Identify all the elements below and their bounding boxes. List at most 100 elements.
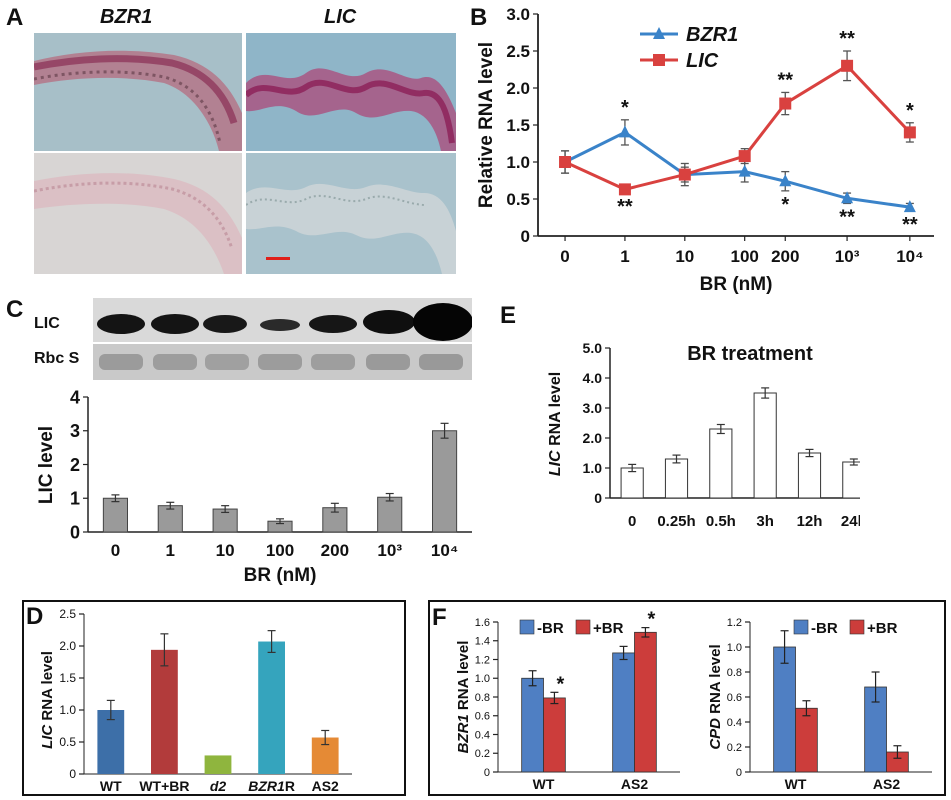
x-tick-label: d2 bbox=[210, 778, 227, 794]
y-tick-label: 2.5 bbox=[59, 607, 76, 621]
significance-mark: * bbox=[906, 100, 914, 122]
significance-mark: * bbox=[781, 194, 789, 216]
bar bbox=[204, 755, 232, 774]
western-blot-lic bbox=[93, 298, 473, 342]
legend-swatch bbox=[793, 619, 809, 635]
legend-swatch bbox=[849, 619, 865, 635]
chart-b-relative-rna-line: 0 0.5 1.0 1.5 2.0 2.5 3.0 0 1 10 100 200 10³ 10⁴ Relat… bbox=[476, 5, 934, 295]
x-tick-label: 10 bbox=[675, 247, 694, 266]
chart-d-lic-rna-bar: 0 0.5 1.0 1.5 2.0 2.5 WT WT+BR d2 BZR1R AS2 LIC RNA… bbox=[39, 607, 352, 794]
y-tick-label: 1.4 bbox=[475, 636, 490, 648]
legend-swatch bbox=[519, 619, 535, 635]
significance-mark: * bbox=[648, 609, 656, 631]
significance-mark: ** bbox=[902, 214, 918, 236]
y-tick-label: 1.2 bbox=[475, 654, 490, 666]
bar bbox=[753, 392, 777, 499]
y-tick-label: 3.0 bbox=[583, 400, 603, 416]
y-axis-label: LIC RNA level bbox=[547, 372, 564, 476]
x-axis-label: BR (nM) bbox=[244, 565, 317, 586]
y-tick-label: 0.8 bbox=[475, 692, 490, 704]
chart-f-bzr1-rna-bar: 0 0.2 0.4 0.6 0.8 1.0 1.2 1.4 1.6 * WT * AS2 BZR1 RNA… bbox=[455, 609, 680, 792]
scale-bar bbox=[266, 257, 290, 260]
y-tick-label: 5.0 bbox=[583, 340, 603, 356]
blot-label-lic: LIC bbox=[34, 315, 60, 332]
legend-swatch bbox=[575, 619, 591, 635]
y-tick-label: 2.0 bbox=[59, 639, 76, 653]
panel-label-c: C bbox=[6, 296, 24, 323]
x-axis-label: BR (nM) bbox=[700, 274, 773, 295]
data-point-bzr1 bbox=[618, 125, 631, 138]
legend-label: -BR bbox=[811, 620, 838, 637]
x-tick-label: WT bbox=[100, 778, 122, 794]
x-tick-label: 100 bbox=[731, 247, 759, 266]
data-point-bzr1 bbox=[779, 174, 792, 187]
y-tick-label: 1.5 bbox=[506, 116, 530, 135]
panel-a-title-bzr1: BZR1 bbox=[100, 6, 153, 28]
y-tick-label: 3 bbox=[70, 421, 80, 441]
y-tick-label: 1.6 bbox=[475, 617, 490, 629]
x-tick-label: 0 bbox=[560, 247, 569, 266]
data-point-lic bbox=[903, 126, 916, 139]
data-point-lic bbox=[738, 150, 751, 163]
x-tick-label: 10 bbox=[216, 541, 235, 560]
x-tick-label: WT bbox=[533, 776, 555, 792]
y-tick-label: 0 bbox=[521, 227, 530, 246]
chart-f-cpd-rna-bar: 0 0.2 0.4 0.6 0.8 1.0 1.2 WT AS2 CPD RNA level -BR… bbox=[707, 617, 932, 792]
x-tick-label: 0.5h bbox=[706, 513, 736, 530]
western-blot-rbcs bbox=[93, 344, 472, 380]
panel-f-frame bbox=[428, 600, 946, 796]
y-tick-label: 0 bbox=[484, 767, 490, 779]
legend-label: LIC bbox=[686, 50, 719, 72]
y-tick-label: 0.5 bbox=[506, 190, 530, 209]
data-point-bzr1 bbox=[738, 164, 751, 177]
bar bbox=[797, 452, 822, 499]
bar bbox=[157, 505, 183, 533]
y-tick-label: 0 bbox=[594, 490, 602, 506]
x-tick-label: 0.25h bbox=[657, 513, 695, 530]
significance-mark: ** bbox=[777, 69, 793, 91]
x-tick-label: WT bbox=[785, 776, 807, 792]
legend-label: +BR bbox=[593, 620, 624, 637]
significance-mark: ** bbox=[617, 196, 633, 218]
x-tick-label: 12h bbox=[797, 513, 823, 530]
y-tick-label: 4 bbox=[70, 387, 80, 407]
bar-plus-br bbox=[543, 697, 566, 773]
chart-title: BR treatment bbox=[687, 343, 813, 365]
x-tick-label: 0 bbox=[628, 513, 636, 530]
bar bbox=[97, 710, 125, 774]
y-tick-label: 0.4 bbox=[727, 717, 742, 729]
y-tick-label: 1.0 bbox=[583, 460, 603, 476]
y-tick-label: 2 bbox=[70, 455, 80, 475]
bar-minus-br bbox=[612, 652, 635, 773]
x-tick-label: AS2 bbox=[873, 776, 900, 792]
micrograph-lic-antisense bbox=[246, 33, 456, 151]
significance-mark: * bbox=[557, 673, 565, 695]
x-tick-label: 1 bbox=[166, 541, 175, 560]
y-tick-label: 1.0 bbox=[59, 703, 76, 717]
y-tick-label: 0 bbox=[70, 522, 80, 542]
micrograph-lic-sense bbox=[246, 153, 456, 274]
y-tick-label: 1.5 bbox=[59, 671, 76, 685]
x-tick-label: 200 bbox=[321, 541, 349, 560]
data-point-bzr1 bbox=[903, 200, 916, 213]
y-tick-label: 2.5 bbox=[506, 42, 530, 61]
x-tick-label: AS2 bbox=[312, 778, 339, 794]
legend-marker bbox=[653, 27, 665, 39]
bar bbox=[842, 461, 860, 499]
y-tick-label: 0.2 bbox=[475, 748, 490, 760]
data-point-lic bbox=[779, 97, 792, 110]
legend-label: BZR1 bbox=[686, 24, 738, 46]
data-point-lic bbox=[841, 59, 854, 72]
data-point-lic bbox=[678, 168, 691, 181]
y-tick-label: 1.0 bbox=[506, 153, 530, 172]
significance-mark: ** bbox=[839, 206, 855, 228]
micrograph-bzr1-antisense bbox=[34, 33, 242, 151]
legend-marker bbox=[653, 54, 665, 66]
chart-e-br-treatment-bar: 0 1.0 2.0 3.0 4.0 5.0 0 0.25h 0.5h 3h 12h 24h BR tre… bbox=[547, 340, 860, 530]
bar bbox=[432, 430, 458, 533]
y-axis-label: LIC level bbox=[36, 426, 57, 504]
data-point-lic bbox=[559, 156, 572, 168]
panel-d-frame bbox=[22, 600, 406, 796]
chart-c-lic-level-bar: 0 1 2 3 4 0 1 10 100 200 10³ 10⁴ LIC level BR (nM) bbox=[36, 387, 472, 586]
x-tick-label: 1 bbox=[620, 247, 629, 266]
